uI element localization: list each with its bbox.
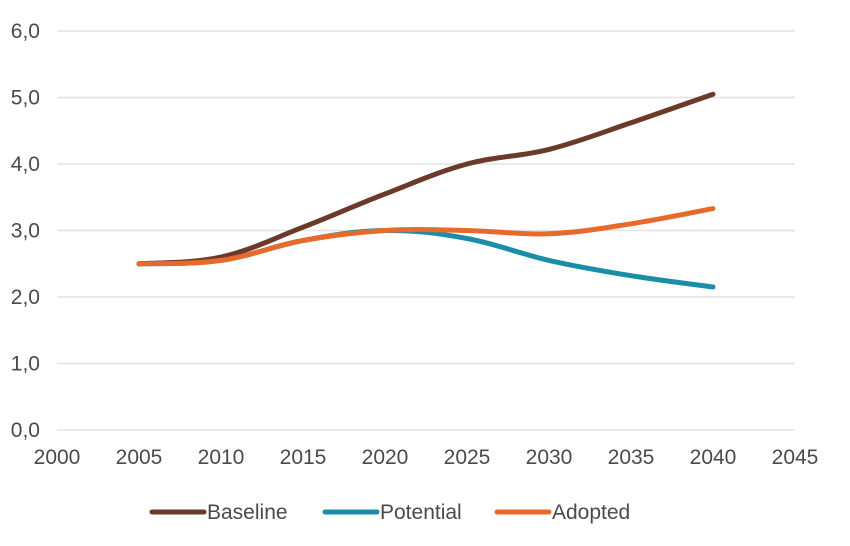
- x-tick-label: 2020: [362, 446, 409, 469]
- y-tick-label: 5,0: [11, 87, 40, 110]
- y-tick-label: 6,0: [11, 20, 40, 43]
- x-tick-label: 2040: [690, 446, 737, 469]
- legend-label-potential: Potential: [380, 501, 462, 524]
- legend: Baseline Potential Adopted: [149, 501, 630, 524]
- y-tick-label: 3,0: [11, 220, 40, 243]
- series-line-adopted: [136, 206, 716, 267]
- series-lines: [136, 91, 716, 290]
- x-tick-label: 2030: [526, 446, 573, 469]
- x-tick-label: 2015: [280, 446, 327, 469]
- x-tick-label: 2000: [34, 446, 81, 469]
- grid: [57, 30, 795, 431]
- x-tick-label: 2010: [198, 446, 245, 469]
- y-tick-label: 2,0: [11, 286, 40, 309]
- legend-label-baseline: Baseline: [207, 501, 288, 524]
- y-tick-label: 0,0: [11, 419, 40, 442]
- x-axis-ticks: 2000 2005 2010 2015 2020 2025 2030 2035 2040 2045: [34, 446, 819, 469]
- x-tick-label: 2025: [444, 446, 491, 469]
- series-line-baseline: [136, 91, 716, 267]
- y-tick-label: 4,0: [11, 153, 40, 176]
- x-tick-label: 2005: [116, 446, 163, 469]
- legend-label-adopted: Adopted: [552, 501, 630, 524]
- y-tick-label: 1,0: [11, 353, 40, 376]
- x-tick-label: 2045: [772, 446, 819, 469]
- x-tick-label: 2035: [608, 446, 655, 469]
- y-axis-ticks: 0,0 1,0 2,0 3,0 4,0 5,0 6,0: [11, 20, 40, 442]
